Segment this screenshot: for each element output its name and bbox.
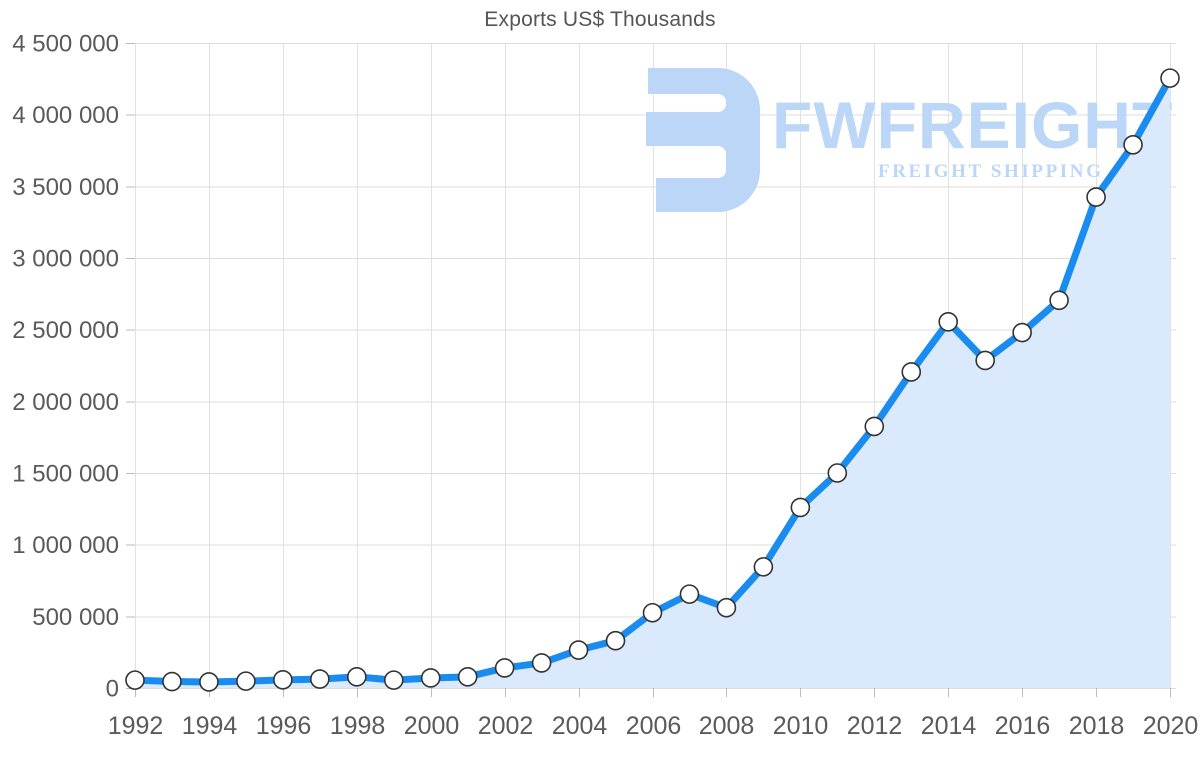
x-axis-tick-label: 2002 [478, 712, 534, 740]
data-point-marker[interactable] [605, 630, 626, 651]
data-point-marker[interactable] [642, 602, 663, 623]
x-axis-tick-label: 2014 [921, 712, 977, 740]
data-point-marker[interactable] [199, 672, 219, 692]
x-axis-tick-labels: 1992 1994 1996 1998 2000 2002 2004 2006 2008 2010… [108, 712, 1199, 740]
data-point-marker[interactable] [568, 640, 589, 660]
y-axis-tick-label: 2 000 000 [12, 389, 119, 416]
x-axis-tick-label: 2000 [404, 712, 460, 740]
y-axis-tick-label: 3 500 000 [12, 174, 119, 201]
x-axis-tick-label: 2016 [995, 712, 1051, 740]
data-point-marker[interactable] [457, 667, 478, 687]
data-point-marker[interactable] [901, 362, 922, 382]
fwfreight-logo-icon [646, 68, 760, 212]
data-point-marker[interactable] [753, 557, 774, 577]
watermark-wordmark: FWFREIGHT [772, 88, 1173, 162]
y-axis-tick-label: 1 500 000 [12, 461, 119, 488]
x-axis-tick-label: 2008 [699, 712, 755, 740]
x-axis-tick-label: 1992 [108, 712, 164, 740]
data-point-marker[interactable] [310, 669, 330, 689]
data-point-marker[interactable] [1160, 68, 1180, 88]
data-point-marker[interactable] [1049, 290, 1069, 311]
x-axis-tick-label: 2012 [847, 712, 903, 740]
data-point-marker[interactable] [1123, 134, 1143, 155]
data-point-marker[interactable] [790, 497, 811, 518]
data-point-marker[interactable] [420, 668, 441, 688]
x-axis-tick-label: 2006 [626, 712, 682, 740]
y-axis-tick-label: 2 500 000 [12, 317, 119, 344]
series-area-fill [135, 78, 1170, 689]
data-point-marker[interactable] [864, 416, 885, 437]
y-axis-tick-labels: 0 500 000 1 000 000 1 500 000 2 000 000 2 500… [12, 31, 119, 703]
data-point-marker[interactable] [1086, 187, 1106, 207]
x-axis-tick-label: 1998 [330, 712, 386, 740]
watermark: FWFREIGHT FREIGHT SHIPPING [646, 68, 1173, 212]
y-axis-tick-label: 1 000 000 [12, 532, 119, 559]
data-point-marker[interactable] [531, 653, 552, 673]
series-markers [125, 68, 1180, 692]
data-point-marker[interactable] [236, 671, 256, 691]
y-axis-tick-label: 4 500 000 [12, 31, 119, 58]
data-point-marker[interactable] [716, 597, 737, 618]
y-axis-tick-label: 4 000 000 [12, 102, 119, 129]
y-axis-tick-label: 3 000 000 [12, 246, 119, 273]
data-point-marker[interactable] [494, 658, 515, 678]
data-point-marker[interactable] [273, 670, 293, 690]
y-axis-tick-label: 0 [106, 676, 119, 703]
data-point-marker[interactable] [162, 671, 182, 692]
x-axis-tick-label: 1996 [256, 712, 312, 740]
x-axis-tick-label: 2004 [552, 712, 608, 740]
data-point-marker[interactable] [383, 670, 404, 690]
data-point-marker[interactable] [975, 350, 995, 371]
y-axis-tick-label: 500 000 [32, 604, 119, 631]
data-point-marker[interactable] [125, 670, 145, 690]
x-axis-tick-label: 1994 [182, 712, 238, 740]
data-point-marker[interactable] [827, 463, 848, 483]
data-point-marker[interactable] [679, 584, 700, 604]
chart-title: Exports US$ Thousands [484, 8, 716, 31]
x-axis-tick-label: 2018 [1069, 712, 1125, 740]
x-axis-tick-label: 2010 [773, 712, 829, 740]
data-point-marker[interactable] [346, 667, 367, 687]
x-axis-tick-label: 2020 [1143, 712, 1199, 740]
watermark-tagline: FREIGHT SHIPPING [878, 161, 1103, 182]
data-point-marker[interactable] [1012, 322, 1032, 343]
data-point-marker[interactable] [938, 311, 959, 332]
